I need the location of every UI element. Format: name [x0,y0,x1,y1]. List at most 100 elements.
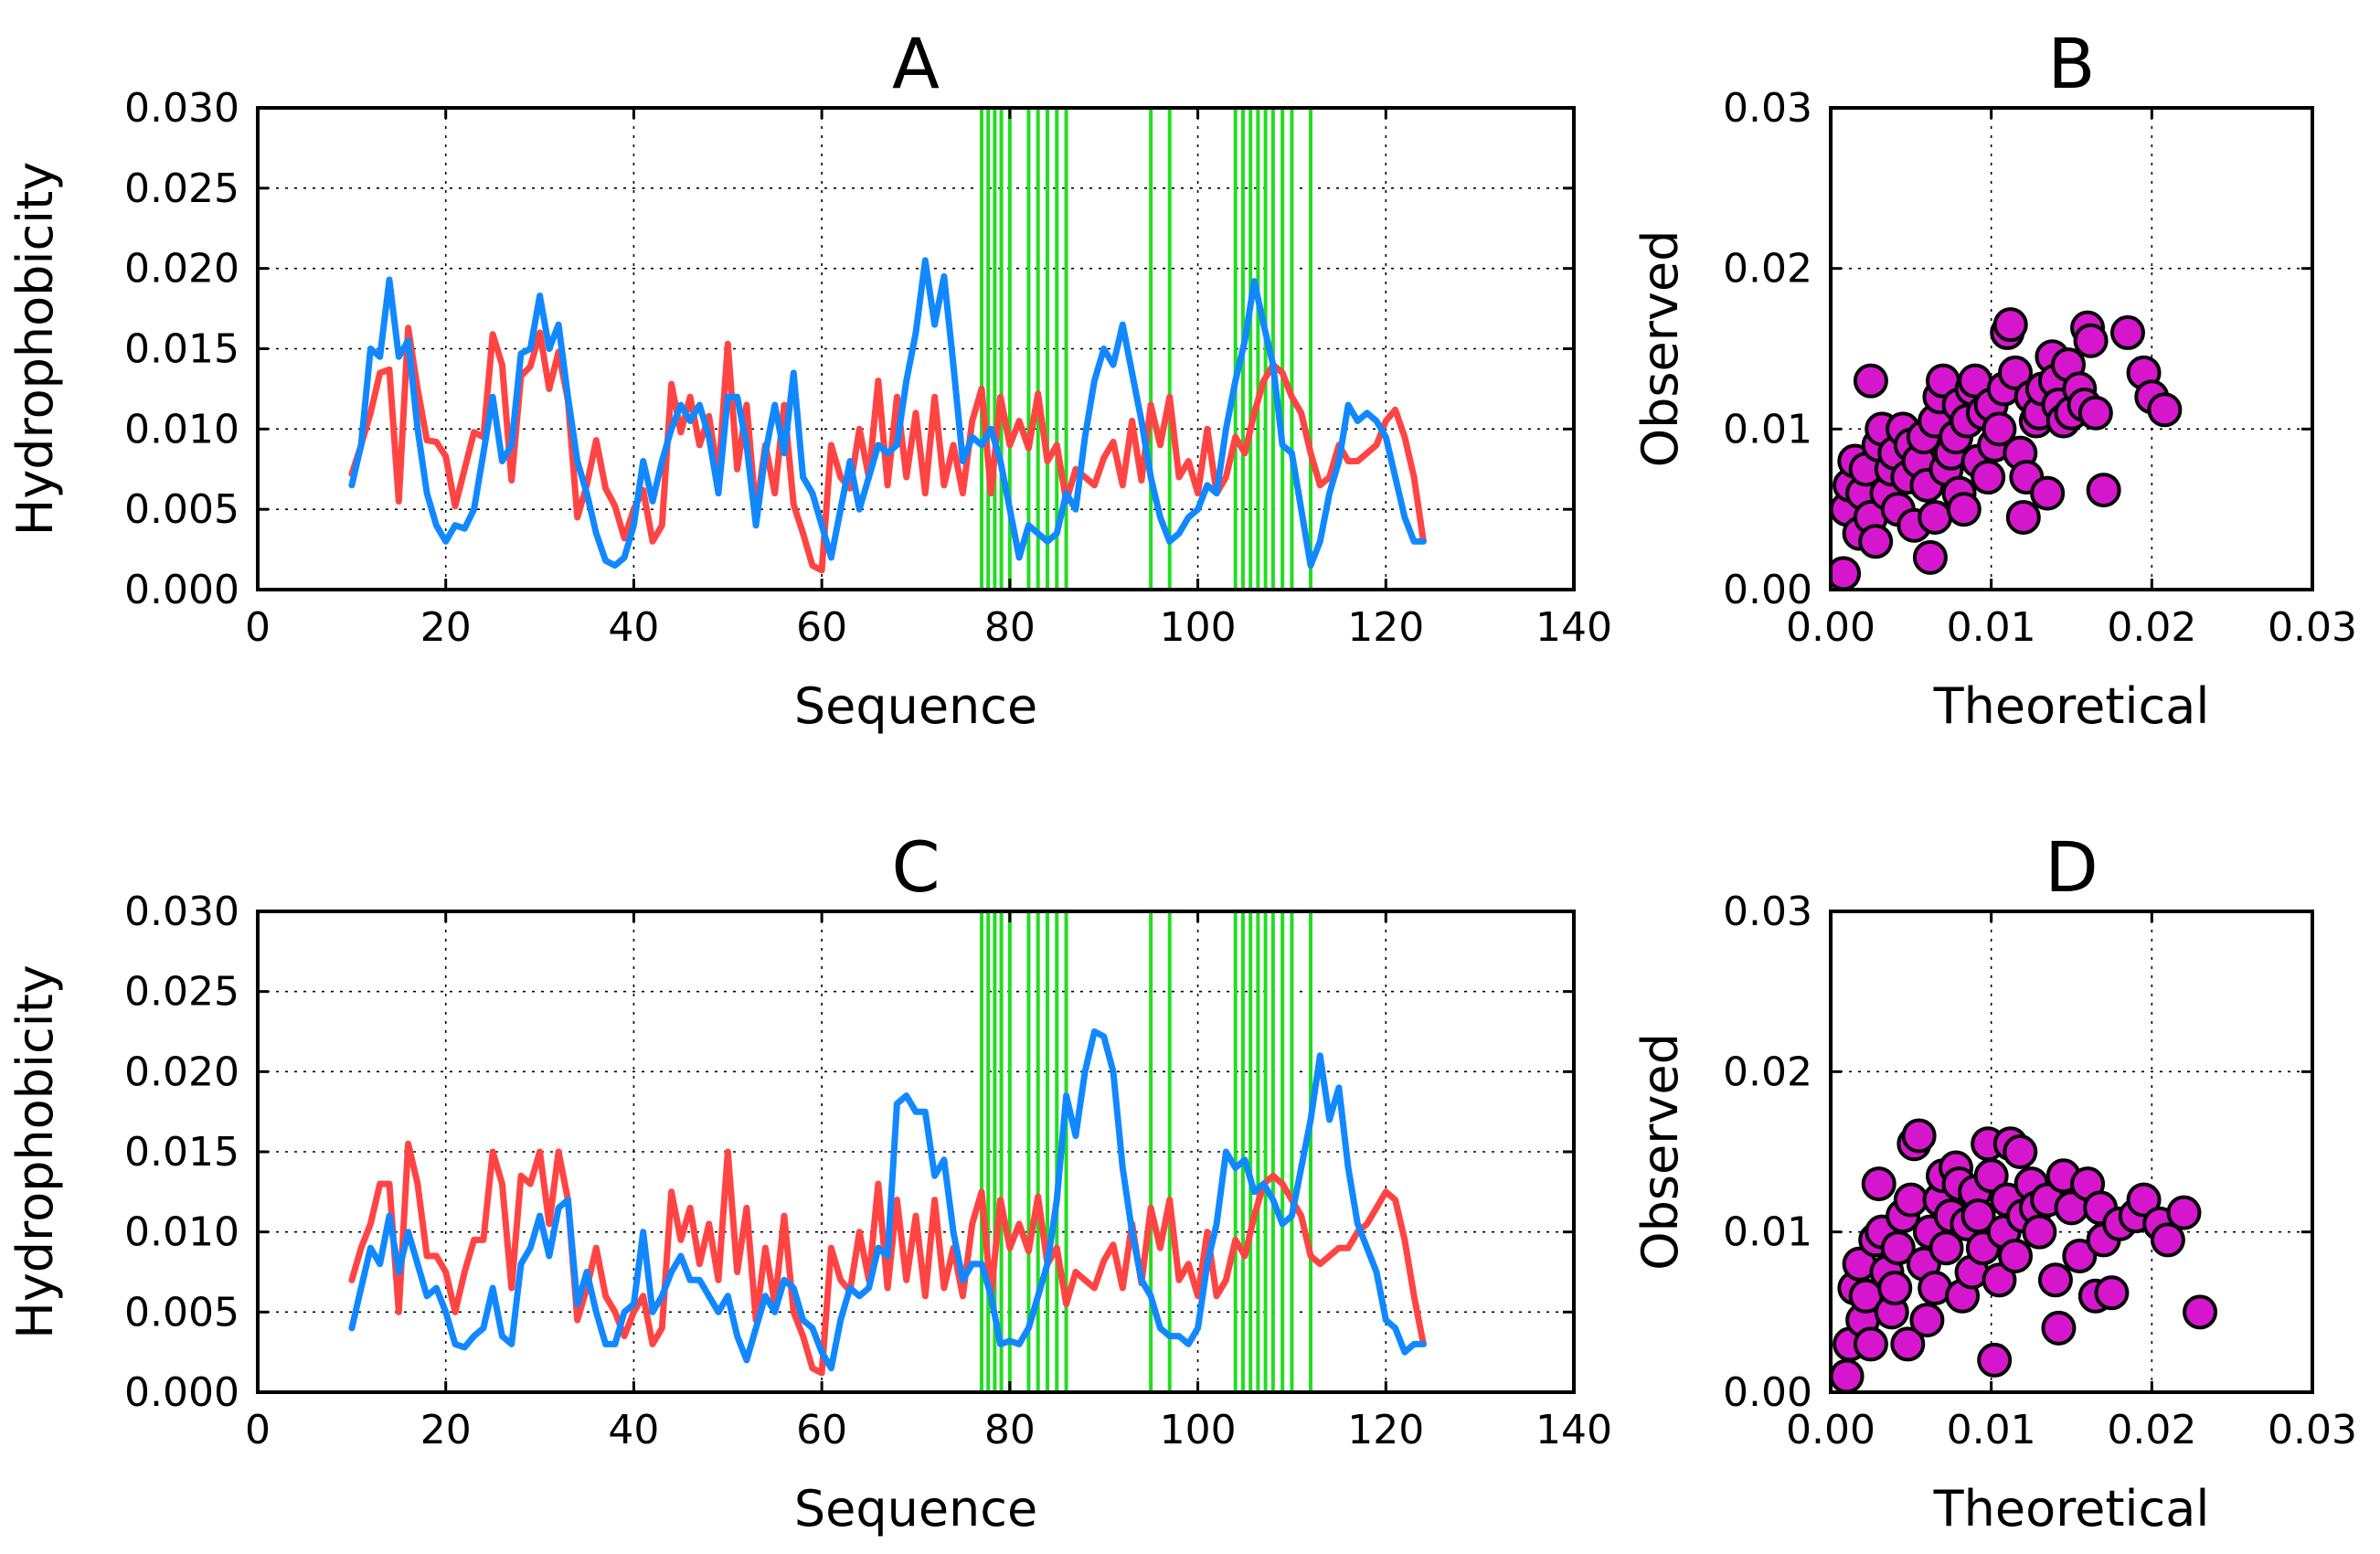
y-tick-label: 0.000 [124,1369,239,1416]
x-tick-label: 40 [608,1407,659,1453]
scatter-point [1853,1326,1888,1362]
scatter-point [1982,411,2017,447]
scatter-point [2003,1134,2038,1169]
scatter-point [2077,395,2113,431]
x-tick-label: 60 [796,1407,847,1453]
y-tick-label: 0.02 [1723,246,1812,293]
y-tick-label: 0.010 [124,406,239,452]
series-line-2 [348,257,1427,569]
y-tick-label: 0.015 [124,326,239,373]
x-tick-label: 20 [420,604,472,651]
y-tick-label: 0.025 [124,165,239,212]
x-tick-label: 0.01 [1947,604,2036,651]
y-tick-label: 0.025 [124,969,239,1016]
scatter-point [1901,1118,1937,1154]
x-tick-label: 20 [420,1407,472,1453]
scatter-point [1971,460,2006,495]
axes-frame [1829,910,2314,1394]
plot-area [348,108,1427,590]
y-axis-label: Hydrophobicity [6,162,64,537]
scatter-point [1858,524,1894,559]
scatter-point [1893,1182,1928,1218]
panel-d: 0.00 0.01 0.02 0.03 0.00 0.01 0.02 0.03 D Theoret… [1631,826,2357,1538]
scatter-point [2147,392,2183,428]
y-tick-label: 0.00 [1723,1369,1812,1416]
x-axis-label: Sequence [794,677,1037,735]
scatter-point [2041,1310,2077,1346]
y-tick-label: 0.010 [124,1209,239,1256]
y-tick-label: 0.005 [124,486,239,533]
series-line-2 [348,1028,1427,1372]
x-tick-label: 40 [608,604,659,651]
series-line-1 [348,325,1427,574]
scatter-point [2005,499,2041,535]
scatter-point [2073,323,2109,358]
scatter-point [1861,1166,1897,1202]
y-tick-label: 0.02 [1723,1048,1812,1095]
scatter-point [2062,1238,2098,1273]
x-tick-label: 0.02 [2107,604,2196,651]
panel-title: B [2047,23,2095,104]
x-tick-label: 100 [1160,1407,1237,1453]
x-tick-label: 0.03 [2268,1407,2357,1453]
x-tick-label: 0 [245,604,271,651]
x-tick-label: 0.02 [2107,1407,2196,1453]
scatter-point [2094,1275,2130,1311]
scatter-point [1877,1271,1913,1306]
y-tick-label: 0.030 [124,889,239,935]
scatter-point [1992,307,2028,343]
scatter-point [2166,1195,2202,1230]
scatter-point [1831,1358,1865,1392]
scatter-point [1918,499,1953,535]
y-tick-label: 0.020 [124,246,239,293]
panel-title: D [2045,826,2098,908]
panel-title: C [891,826,940,908]
scatter-point [1977,1342,2013,1378]
scatter-point [1909,1303,1945,1338]
panel-a: 0 20 40 60 80 100 120 140 0.000 0.005 0.010 0.015 0.… [6,23,1612,735]
scatter-point [2022,1214,2057,1250]
y-tick-label: 0.00 [1723,567,1812,613]
panel-b: 0.00 0.01 0.02 0.03 0.00 0.01 0.02 0.03 B Theoret… [1631,23,2357,735]
scatter-point [1973,1158,2009,1194]
y-axis-label: Observed [1631,1033,1689,1271]
scatter-point [2030,475,2066,511]
x-tick-label: 60 [796,604,847,651]
scatter-point [1831,556,1862,590]
y-tick-label: 0.005 [124,1289,239,1336]
panel-c: 0 20 40 60 80 100 120 140 0.000 0.005 0.010 0.015 0.… [6,826,1612,1538]
scatter-point [1982,1262,2017,1298]
scatter-point [1998,355,2034,390]
x-tick-label: 0.01 [1947,1407,2036,1453]
y-tick-label: 0.000 [124,567,239,613]
y-tick-label: 0.030 [124,85,239,132]
scatter-point [2086,473,2121,508]
x-tick-label: 0 [245,1407,271,1453]
x-tick-label: 0.03 [2268,604,2357,651]
x-tick-label: 120 [1347,1407,1424,1453]
y-tick-label: 0.03 [1723,85,1812,132]
y-axis-label: Hydrophobicity [6,964,64,1339]
axes-frame [1829,106,2314,591]
y-tick-label: 0.020 [124,1048,239,1095]
x-tick-label: 80 [984,604,1036,651]
scatter-point [2126,1182,2162,1218]
plot-area [1831,1118,2218,1392]
x-tick-label: 140 [1535,604,1612,651]
x-tick-label: 0.00 [1786,1407,1875,1453]
x-tick-label: 80 [984,1407,1036,1453]
x-tick-label: 0.00 [1786,604,1875,651]
scatter-point [1912,539,1948,575]
y-tick-label: 0.01 [1723,406,1812,452]
x-axis-label: Theoretical [1933,677,2210,735]
x-tick-label: 100 [1160,604,1237,651]
x-axis-label: Sequence [794,1480,1037,1538]
plot-area [1831,307,2183,590]
y-tick-label: 0.015 [124,1129,239,1176]
scatter-point [1946,492,1982,527]
scatter-point [1853,363,1888,399]
x-axis-label: Theoretical [1933,1480,2210,1538]
panel-title: A [892,23,940,104]
scatter-point [2150,1222,2185,1258]
